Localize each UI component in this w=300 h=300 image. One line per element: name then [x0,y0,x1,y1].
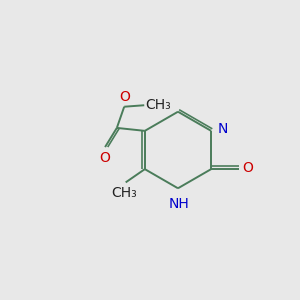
Text: O: O [99,151,110,165]
Text: NH: NH [169,196,190,211]
Text: CH₃: CH₃ [146,98,172,112]
Text: N: N [218,122,228,136]
Text: CH₃: CH₃ [111,186,137,200]
Text: O: O [242,161,253,175]
Text: O: O [119,90,130,104]
